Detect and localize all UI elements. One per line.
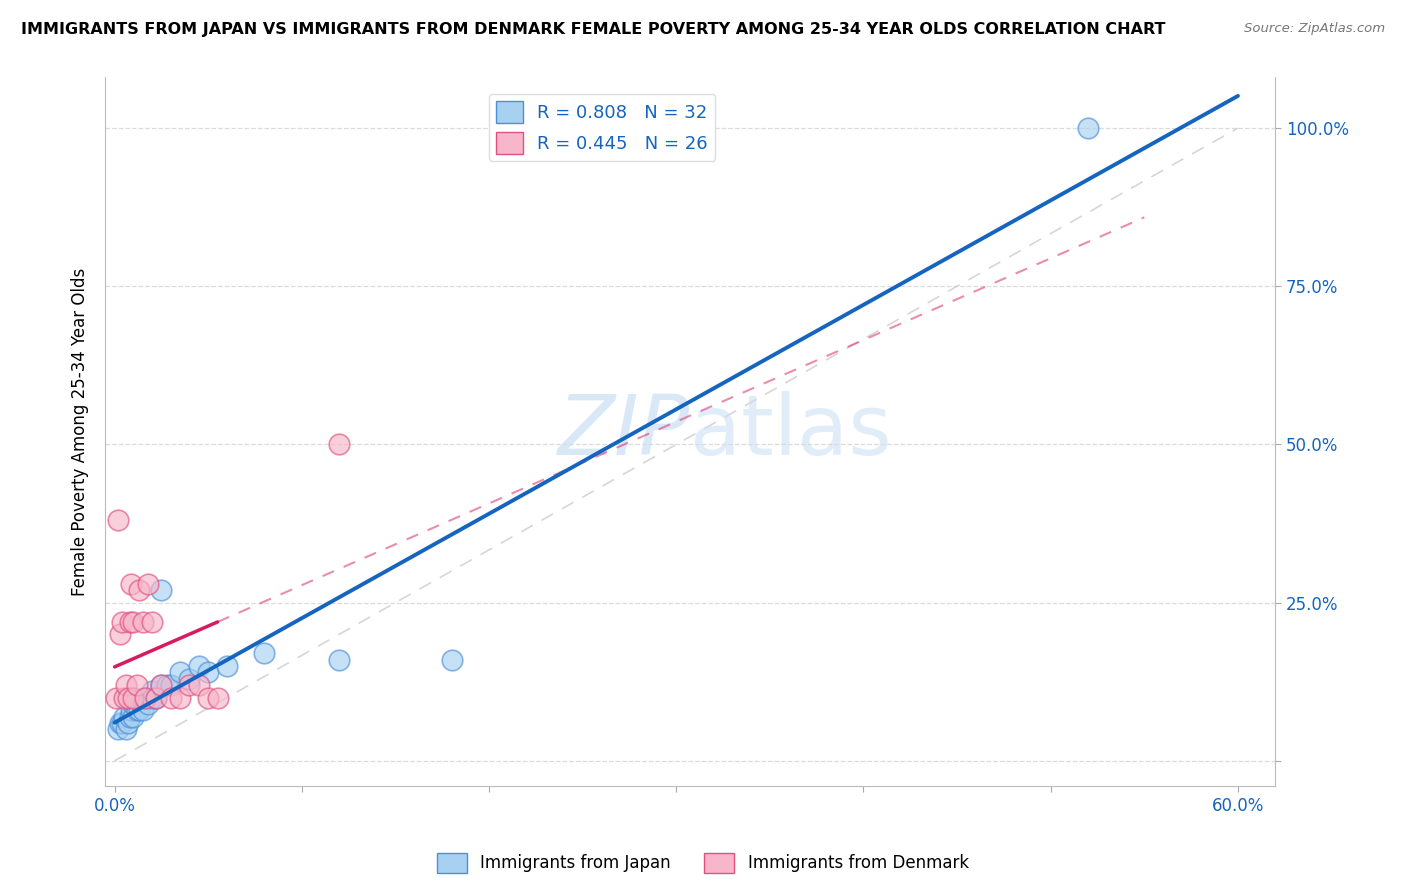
Point [328,652,350,666]
Point [111,715,134,730]
Point [125,678,148,692]
Point [105,690,128,705]
Point [159,690,181,705]
Point [118,615,141,629]
Point [125,703,148,717]
Point [131,703,153,717]
Point [141,615,163,629]
Legend: R = 0.808   N = 32, R = 0.445   N = 26: R = 0.808 N = 32, R = 0.445 N = 26 [489,94,716,161]
Point [122,615,145,629]
Point [197,665,219,680]
Point [141,690,163,705]
Point [156,678,179,692]
Point [136,697,159,711]
Point [134,690,156,705]
Point [145,690,167,705]
Point [134,690,156,705]
Point [169,665,191,680]
Point [128,703,150,717]
Point [122,697,145,711]
Point [111,615,134,629]
Point [150,582,173,597]
Point [150,678,173,692]
Point [440,652,463,666]
Point [117,715,139,730]
Point [179,672,201,686]
Y-axis label: Female Poverty Among 25-34 Year Olds: Female Poverty Among 25-34 Year Olds [72,268,89,596]
Point [187,659,209,673]
Point [118,709,141,723]
Point [179,678,201,692]
Point [207,690,229,705]
Legend: Immigrants from Japan, Immigrants from Denmark: Immigrants from Japan, Immigrants from D… [430,847,976,880]
Point [1077,121,1099,136]
Point [107,513,129,527]
Point [150,678,173,692]
Point [197,690,219,705]
Point [131,690,153,705]
Point [112,709,135,723]
Point [328,437,350,451]
Point [136,576,159,591]
Point [120,703,142,717]
Point [120,576,142,591]
Point [122,709,145,723]
Point [145,690,167,705]
Text: atlas: atlas [690,392,891,472]
Point [117,690,139,705]
Point [108,715,131,730]
Text: IMMIGRANTS FROM JAPAN VS IMMIGRANTS FROM DENMARK FEMALE POVERTY AMONG 25-34 YEAR: IMMIGRANTS FROM JAPAN VS IMMIGRANTS FROM… [21,22,1166,37]
Text: ZIP: ZIP [558,392,690,472]
Point [159,678,181,692]
Point [107,722,129,736]
Point [131,615,153,629]
Point [215,659,238,673]
Point [253,646,276,660]
Point [108,627,131,641]
Point [169,690,191,705]
Point [122,690,145,705]
Point [112,690,135,705]
Point [141,684,163,698]
Text: Source: ZipAtlas.com: Source: ZipAtlas.com [1244,22,1385,36]
Point [128,582,150,597]
Point [114,678,136,692]
Point [187,678,209,692]
Point [114,722,136,736]
